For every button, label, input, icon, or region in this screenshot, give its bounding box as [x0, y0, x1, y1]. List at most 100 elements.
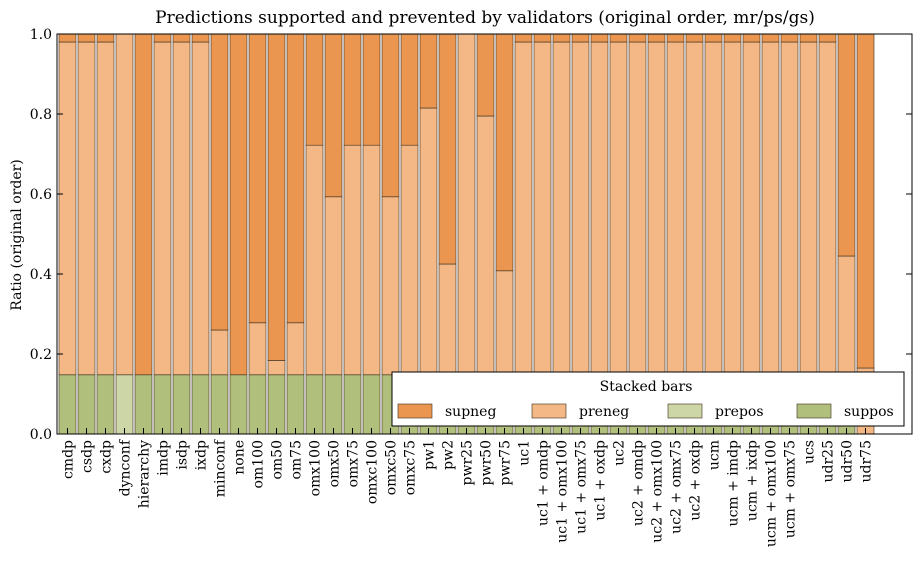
legend-swatch-suppos	[796, 403, 832, 419]
bar-supneg	[609, 33, 628, 43]
x-tick-label: cmdp	[61, 440, 77, 479]
bar-suppos	[96, 374, 115, 435]
x-tick-label: pw1	[422, 440, 438, 470]
x-axis: cmdp csdp cxdp dynconf hierarchy imdp isdp ixdp…	[61, 428, 875, 547]
bar-preneg	[267, 360, 286, 376]
bar-preneg	[324, 196, 343, 376]
x-tick-label: ucm + omx100	[764, 440, 780, 547]
bar-supneg	[210, 33, 229, 331]
bar-supneg	[191, 33, 210, 43]
x-tick-label: isdp	[175, 440, 191, 470]
bar-supneg	[267, 33, 286, 361]
bar-preneg	[362, 144, 381, 376]
bar-preneg	[438, 263, 457, 376]
bar-suppos	[286, 374, 305, 435]
bar-preneg	[647, 41, 666, 376]
bar-preneg	[571, 41, 590, 376]
x-tick-label: udr25	[821, 440, 837, 483]
bar-supneg	[799, 33, 818, 43]
bar-supneg	[837, 33, 856, 257]
bar-suppos	[229, 374, 248, 435]
bar-supneg	[780, 33, 799, 43]
bar-supneg	[704, 33, 723, 43]
bar-supneg	[343, 33, 362, 146]
bar-preneg	[723, 41, 742, 376]
x-tick-label: omx100	[308, 440, 324, 496]
bar-supneg	[495, 33, 514, 272]
bar-supneg	[742, 33, 761, 43]
legend-title: Stacked bars	[600, 379, 693, 395]
bar-supneg	[77, 33, 96, 43]
bar-supneg	[286, 33, 305, 324]
bar-supneg	[419, 33, 438, 109]
bar-suppos	[210, 374, 229, 435]
x-tick-label: uc1 + omx100	[555, 440, 571, 543]
x-tick-label: udr75	[859, 440, 875, 483]
bar-preneg	[495, 270, 514, 376]
x-tick-label: ucm + imdp	[726, 440, 742, 526]
bar-suppos	[305, 374, 324, 435]
y-axis: 0.0 0.2 0.4 0.6 0.8 1.0	[30, 27, 912, 443]
x-tick-label: uc2 + omdp	[631, 440, 647, 526]
x-tick-label: omxc100	[365, 440, 381, 504]
x-tick-label: udr50	[840, 440, 856, 483]
bar-preneg	[343, 144, 362, 376]
x-tick-label: uc2 + omx75	[669, 440, 685, 534]
legend-label-suppos: suppos	[844, 404, 894, 420]
bar-supneg	[153, 33, 172, 43]
x-tick-label: om50	[270, 440, 286, 480]
x-tick-label: imdp	[156, 440, 172, 476]
bar-supneg	[172, 33, 191, 43]
bar-supneg	[305, 33, 324, 146]
bar-supneg	[438, 33, 457, 265]
x-tick-label: uc1 + omx75	[574, 440, 590, 534]
y-tick-label: 0.4	[30, 267, 52, 283]
x-tick-label: omx75	[346, 440, 362, 487]
bar-prepos	[115, 374, 134, 435]
bar-suppos	[324, 374, 343, 435]
bar-preneg	[761, 41, 780, 376]
bar-supneg	[229, 33, 248, 376]
x-tick-label: ucm + ixdp	[745, 440, 761, 521]
bar-suppos	[362, 374, 381, 435]
bar-supneg	[476, 33, 495, 117]
bar-preneg	[115, 33, 134, 376]
x-tick-label: uc1 + oxdp	[593, 440, 609, 521]
bar-suppos	[58, 374, 77, 435]
bar-preneg	[286, 322, 305, 376]
bar-preneg	[457, 33, 476, 376]
bar-preneg	[419, 107, 438, 376]
bar-supneg	[96, 33, 115, 43]
x-tick-label: omx50	[327, 440, 343, 487]
legend-swatch-preneg	[531, 403, 567, 419]
y-axis-label: Ratio (original order)	[9, 159, 25, 311]
bar-preneg	[58, 41, 77, 376]
bar-preneg	[742, 41, 761, 376]
plot-frame	[56, 33, 913, 435]
bar-preneg	[780, 41, 799, 376]
x-tick-label: om100	[251, 440, 267, 488]
x-tick-label: ixdp	[194, 440, 210, 470]
x-tick-label: ucs	[802, 440, 818, 464]
x-tick-label: pwr75	[498, 440, 514, 485]
bar-supneg	[590, 33, 609, 43]
x-tick-label: none	[232, 440, 248, 475]
bar-supneg	[723, 33, 742, 43]
bar-supneg	[381, 33, 400, 198]
x-tick-label: uc1 + omdp	[536, 440, 552, 526]
bar-preneg	[590, 41, 609, 376]
x-tick-label: cxdp	[99, 440, 115, 474]
bar-preneg	[191, 41, 210, 376]
x-tick-label: minconf	[213, 438, 229, 497]
bar-preneg	[628, 41, 647, 376]
bar-supneg	[818, 33, 837, 43]
bar-supneg	[362, 33, 381, 146]
x-tick-label: uc2	[612, 440, 628, 466]
bar-preneg	[799, 41, 818, 376]
bar-supneg	[134, 33, 153, 376]
bar-suppos	[172, 374, 191, 435]
bar-preneg	[305, 144, 324, 376]
bar-suppos	[153, 374, 172, 435]
bar-suppos	[191, 374, 210, 435]
